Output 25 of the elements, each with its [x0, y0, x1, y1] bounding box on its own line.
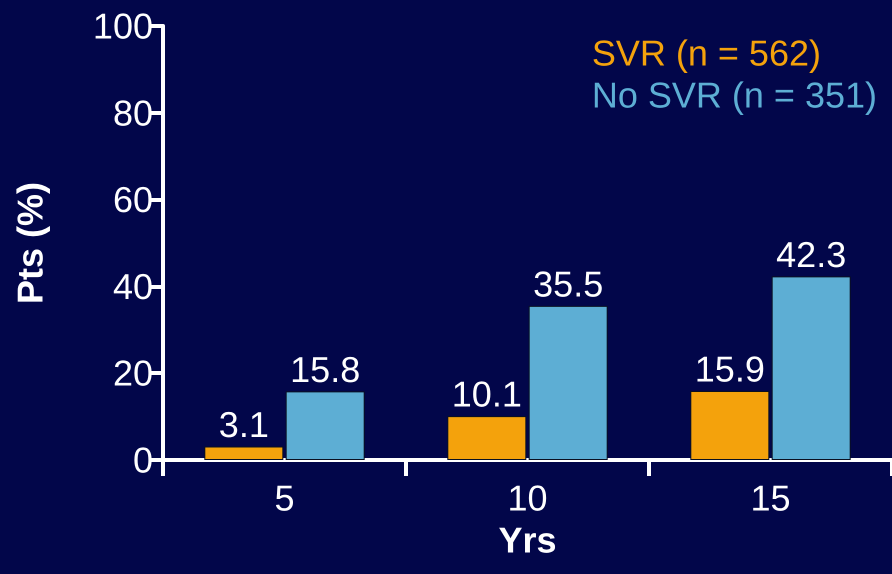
- y-tick-label: 60: [112, 179, 153, 220]
- data-label: 42.3: [776, 234, 846, 275]
- x-tick-label: 15: [750, 478, 791, 518]
- text: No SVR (n = 351): [592, 74, 878, 116]
- x-tick-label: 10: [507, 478, 548, 518]
- data-label: 10.1: [452, 374, 522, 415]
- y-tick-label: 0: [132, 440, 153, 480]
- data-label: 15.9: [694, 348, 765, 390]
- y-tick-label: 100: [92, 6, 153, 46]
- data-label: 35.5: [533, 263, 604, 304]
- text: SVR (n = 562): [592, 32, 821, 74]
- bar: [772, 276, 851, 460]
- data-label: 3.1: [218, 404, 269, 446]
- bar: [286, 391, 365, 460]
- y-tick-label: 80: [112, 92, 153, 134]
- x-axis-title: Yrs: [498, 520, 557, 560]
- x-tick-label: 5: [274, 478, 295, 518]
- data-label: 15.8: [290, 348, 360, 390]
- y-tick-label: 40: [112, 266, 153, 307]
- bar: [690, 390, 770, 460]
- bar: [204, 446, 284, 460]
- y-axis-title: Pts (%): [10, 182, 50, 304]
- bar: [528, 306, 608, 460]
- bar: [447, 416, 526, 460]
- y-tick-label: 20: [112, 352, 153, 394]
